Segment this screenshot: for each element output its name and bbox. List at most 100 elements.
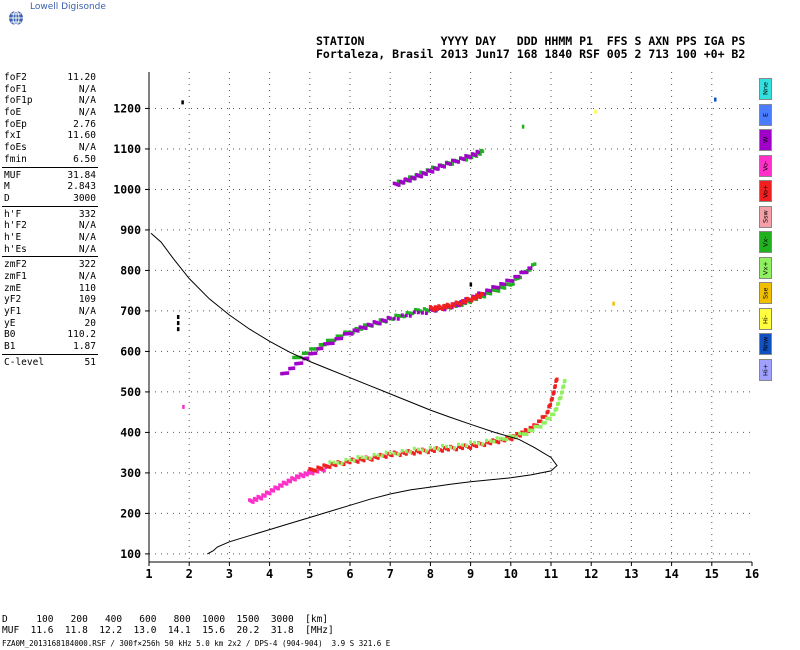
echo-point	[312, 351, 316, 356]
echo-point	[444, 444, 448, 449]
echo-point	[372, 320, 376, 324]
param-value: 110.2	[67, 329, 96, 341]
echo-point	[459, 445, 463, 450]
echo-point	[304, 351, 308, 355]
echo-point	[345, 332, 349, 336]
echo-point	[344, 457, 348, 462]
echo-point	[318, 466, 322, 470]
scatter-point	[182, 404, 185, 409]
echo-trace-voplus	[428, 292, 485, 312]
echo-point	[497, 440, 501, 445]
echo-point	[370, 323, 374, 328]
echo-point	[528, 268, 532, 272]
echo-point	[539, 425, 543, 429]
echo-point	[378, 321, 382, 326]
echo-point	[366, 322, 370, 327]
scatter-point	[176, 315, 180, 319]
echo-point	[471, 442, 475, 447]
echo-point	[525, 432, 529, 437]
param-value: 11.20	[67, 72, 96, 83]
echo-point	[308, 470, 312, 474]
param-row: foF1p N/A	[2, 95, 98, 107]
echo-point	[386, 315, 390, 320]
param-value: 2.843	[67, 181, 96, 193]
echo-point	[543, 421, 547, 425]
echo-point	[402, 314, 406, 319]
echo-point	[461, 443, 465, 447]
echo-point	[292, 366, 296, 370]
echo-point	[457, 301, 461, 306]
echo-point	[434, 166, 438, 171]
echo-point	[402, 451, 406, 455]
echo-point	[451, 162, 455, 166]
echo-point	[360, 457, 364, 462]
echo-point	[505, 282, 509, 286]
echo-point	[475, 149, 479, 154]
legend-item-nnw: Nnw	[759, 333, 772, 355]
param-row: h'E N/A	[2, 232, 98, 244]
echo-point	[374, 455, 378, 460]
echo-point	[442, 446, 446, 450]
echo-point	[418, 309, 422, 313]
param-name: B0	[4, 329, 16, 341]
scatter-point	[714, 97, 717, 102]
echo-point	[485, 288, 489, 292]
echo-trace-w	[392, 149, 481, 187]
echo-point	[495, 439, 499, 444]
echo-point	[314, 351, 318, 355]
echo-point	[487, 288, 491, 293]
echo-point	[263, 494, 267, 498]
echo-point	[396, 452, 400, 457]
file-info-footer: FZA0M_2013168184000.RSF / 300f×256h 50 k…	[2, 639, 391, 648]
echo-point	[362, 323, 366, 327]
echo-point	[436, 167, 440, 171]
echo-point	[356, 460, 360, 464]
echo-point	[508, 434, 512, 438]
echo-point	[404, 452, 408, 456]
echo-point	[318, 346, 322, 351]
param-row: D 3000	[2, 193, 98, 205]
echo-point	[352, 328, 356, 332]
echo-point	[525, 270, 529, 275]
echo-point	[364, 456, 368, 460]
echo-point	[497, 289, 501, 293]
echo-point	[297, 355, 301, 360]
y-tick-label: 300	[120, 466, 141, 480]
echo-point	[481, 442, 485, 446]
echo-point	[475, 444, 479, 449]
echo-point	[456, 303, 460, 307]
echo-point	[311, 471, 315, 476]
echo-point	[515, 274, 519, 279]
digisonde-logo: Lowell Digisonde	[8, 2, 148, 26]
param-value: N/A	[78, 243, 96, 255]
param-value: 332	[78, 208, 96, 220]
echo-point	[461, 157, 465, 161]
echo-point	[346, 459, 350, 464]
echo-point	[553, 384, 557, 388]
echo-point	[419, 170, 423, 175]
echo-point	[449, 445, 452, 450]
distance-row: D 100 200 400 600 800 1000 1500 3000 [km…	[2, 614, 329, 625]
echo-point	[309, 471, 313, 475]
echo-point	[348, 331, 352, 336]
echo-point	[453, 304, 457, 308]
echo-trace-vxplus	[328, 378, 567, 466]
echo-point	[499, 282, 503, 286]
echo-point	[555, 407, 559, 411]
echo-point	[418, 450, 422, 455]
echo-point	[485, 291, 489, 295]
echo-point	[360, 455, 364, 460]
echo-point	[384, 450, 388, 455]
echo-point	[328, 465, 332, 469]
echo-point	[424, 311, 428, 316]
x-tick-label: 5	[306, 567, 313, 581]
legend-item-e: E	[759, 103, 772, 126]
param-row: B0 110.2	[2, 329, 98, 341]
echo-point	[255, 498, 259, 502]
echo-point	[390, 453, 394, 458]
echo-point	[302, 474, 306, 479]
echo-point	[436, 447, 440, 451]
param-name: yE	[4, 317, 16, 329]
echo-point	[487, 440, 491, 445]
echo-point	[537, 425, 541, 429]
